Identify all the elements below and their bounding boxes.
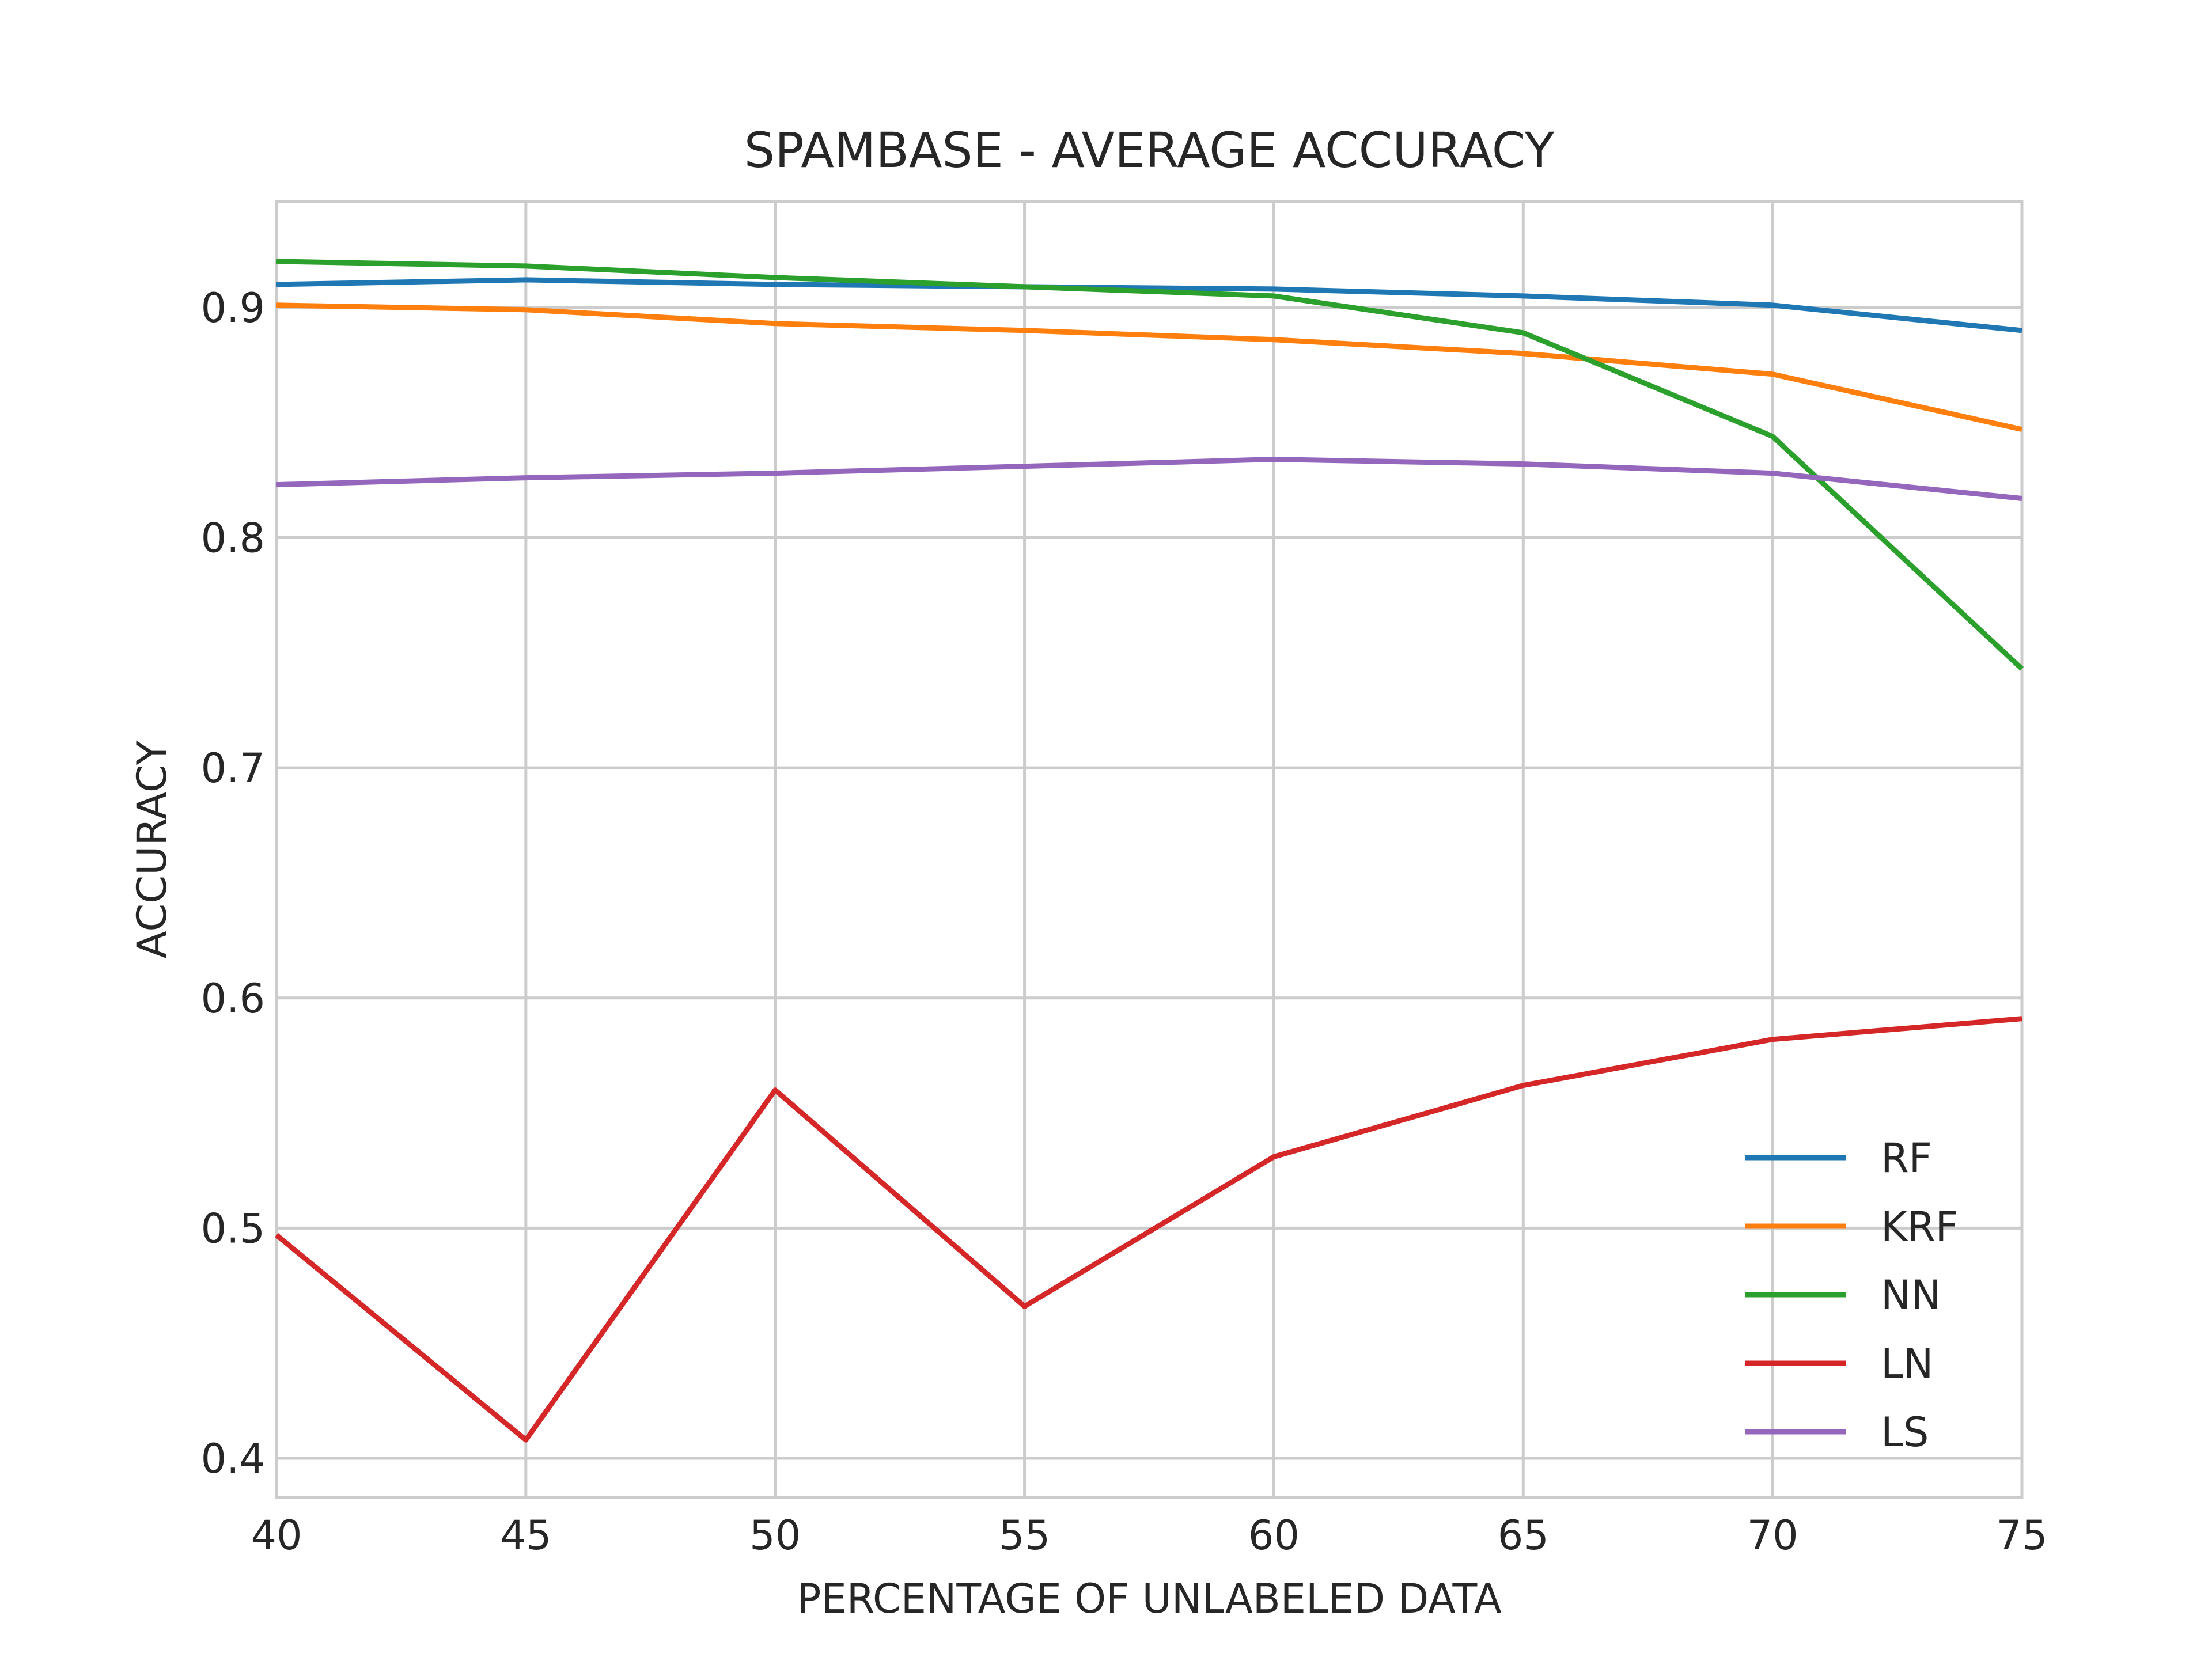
legend-label-krf: KRF	[1881, 1203, 1959, 1250]
y-tick-label: 0.4	[201, 1435, 265, 1482]
y-tick-label: 0.6	[201, 975, 265, 1022]
legend-label-ls: LS	[1881, 1409, 1929, 1456]
series-lines	[275, 259, 2024, 1443]
series-line-nn	[276, 259, 2024, 671]
legend-label-ln: LN	[1881, 1340, 1933, 1387]
x-tick-label: 45	[500, 1512, 551, 1559]
x-tick-label: 50	[749, 1512, 801, 1559]
grid	[275, 202, 2024, 1497]
y-tick-label: 0.7	[201, 745, 265, 792]
legend-label-rf: RF	[1881, 1135, 1932, 1182]
x-axis-label: PERCENTAGE OF UNLABELED DATA	[797, 1575, 1502, 1622]
plot-frame	[275, 200, 2024, 1499]
series-line-ls	[276, 457, 2022, 501]
y-axis-label: ACCURACY	[128, 741, 176, 959]
series-line-krf	[276, 302, 2022, 432]
series-line-ln	[275, 1016, 2022, 1443]
x-tick-label: 65	[1498, 1512, 1549, 1559]
y-tick-labels: 0.4 0.5 0.6 0.7 0.8 0.9	[201, 285, 265, 1482]
x-tick-label: 60	[1248, 1512, 1300, 1559]
x-tick-label: 55	[999, 1512, 1050, 1559]
x-tick-label: 75	[1996, 1512, 2047, 1559]
x-tick-label: 70	[1747, 1512, 1798, 1559]
y-tick-label: 0.5	[201, 1205, 265, 1252]
chart-title: SPAMBASE - AVERAGE ACCURACY	[744, 122, 1555, 179]
legend-label-nn: NN	[1881, 1272, 1941, 1319]
x-tick-labels: 40 45 50 55 60 65 70 75	[251, 1512, 2047, 1559]
legend: RF KRF NN LN LS	[1745, 1135, 1959, 1456]
series-line-rf	[276, 277, 2022, 333]
x-tick-label: 40	[251, 1512, 302, 1559]
y-tick-label: 0.9	[201, 285, 265, 332]
y-tick-label: 0.8	[201, 514, 265, 562]
